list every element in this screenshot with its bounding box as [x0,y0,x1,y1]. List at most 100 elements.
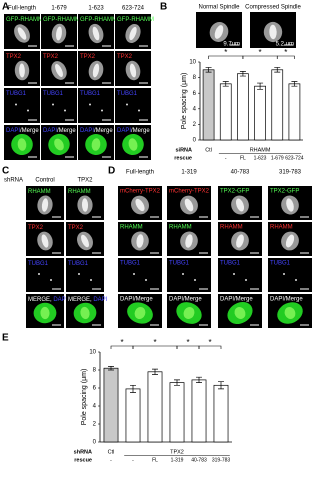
x-tick-label: 1-319 [171,457,184,463]
y-tick-label: 4 [93,404,97,410]
centrosome [27,109,29,112]
error-bar [274,67,281,73]
column-header: 319-783 [279,170,302,176]
channel-label: GFP-RHAMM [43,17,80,23]
row-label: shRNA [74,449,92,455]
channel-text: RHAMM [68,189,91,195]
channel-label: TPX2 [117,54,133,60]
spindle-core [285,234,295,248]
merge-core [91,138,101,151]
channel-text: /Merge [20,128,39,134]
channel-text: DAPI [117,128,131,134]
channel-text: DAPI [80,128,94,134]
significance-star: * [224,48,227,57]
channel-text: DAPI [43,128,57,134]
channel-label: TPX2 [80,54,96,60]
x-tick-label: 319-783 [212,457,231,463]
x-tick-label: - [225,155,227,161]
channel-label: TPX2 [43,54,59,60]
channel-label: TUBG1 [80,91,101,97]
channel-label: TPX2-GFP [270,189,299,195]
spindle-core [135,198,145,212]
spindle-core [81,198,89,212]
channel-label: TUBG1 [270,261,291,267]
channel-label: TUBG1 [28,261,49,267]
error-bar [205,67,212,73]
centrosome [245,279,247,281]
y-tick-label: 0 [193,138,197,144]
measure: 5.2 um [276,42,294,48]
error-bar [130,384,136,393]
channel-label: TPX2 [68,225,84,231]
channel-label: GFP-RHAMM [80,17,117,23]
channel-label: MERGE, DAPI [68,297,108,303]
channel-label: mCherry-TPX2 [169,189,210,195]
spindle-core [17,27,27,40]
centrosome [126,103,128,106]
bar [103,367,119,443]
micrograph [115,88,151,123]
centrosome [64,109,66,112]
spindle-core [81,234,89,248]
micrograph [41,88,77,123]
x-tick-label: - [110,457,112,463]
error-bar [222,81,229,87]
merge-core [183,307,195,319]
centrosome [78,273,80,275]
channel-text: TUBG1 [80,91,101,97]
significance-star: * [120,338,123,347]
centrosome [50,279,52,281]
channel-label: TUBG1 [43,91,64,97]
y-tick-label: 4 [193,106,197,112]
channel-label: DAPI/Merge [6,128,39,134]
spindle-core [41,234,49,248]
channel-label: RHAMM [120,225,143,231]
y-axis-label: Pole spacing (μm) [81,369,88,426]
y-tick-label: 2 [93,422,97,428]
channel-label: DAPI/Merge [117,128,150,134]
spindle-core [56,26,62,41]
group-label: RHAMM [250,147,271,153]
channel-label: MERGE, DAPI [28,297,68,303]
error-bar [257,82,264,90]
significance-bracket [198,345,222,349]
channel-label: TUBG1 [117,91,138,97]
column-header: Control [35,178,54,184]
channel-label: TPX2-GFP [220,189,249,195]
image-title: Compressed Spindle [245,5,301,11]
channel-label: TUBG1 [68,261,89,267]
error-bar [239,71,246,77]
spindle-core [286,198,294,212]
y-tick-label: 10 [89,350,96,356]
centrosome [89,103,91,106]
spindle-core [19,63,25,78]
channel-text: /Merge [57,128,76,134]
column-header: 40-783 [231,170,250,176]
channel-label: TPX2 [28,225,44,231]
y-tick-label: 6 [193,91,197,97]
error-bar [196,376,202,383]
bar [125,388,141,443]
channel-label: mCherry-TPX2 [120,189,161,195]
x-tick-label: 623-724 [285,155,304,161]
channel-text: DAPI [93,297,107,303]
group-label: TPX2 [170,449,184,455]
channel-text: TPX2 [6,54,22,60]
channel-text: TPX2 [80,54,96,60]
spindle-core [129,26,137,41]
error-bar [174,379,180,386]
channel-text: TPX2 [43,54,59,60]
column-header: 1-319 [181,170,197,176]
row-label: rescue [174,155,192,161]
channel-label: DAPI/Merge [169,297,202,303]
significance-star: * [259,48,262,57]
centrosome [38,273,40,275]
merge-core [134,306,146,320]
image-title: Normal Spindle [198,5,240,11]
merge-core [17,138,27,151]
column-header: 1-623 [88,6,104,12]
micrograph [4,88,40,123]
spindle-core [92,26,100,41]
